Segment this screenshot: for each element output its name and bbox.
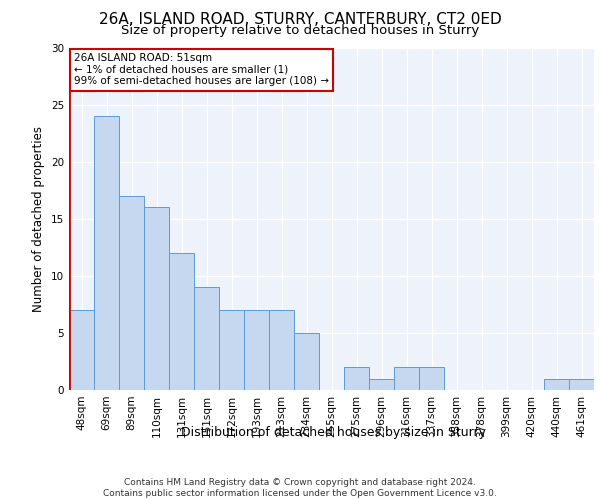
Text: 26A, ISLAND ROAD, STURRY, CANTERBURY, CT2 0ED: 26A, ISLAND ROAD, STURRY, CANTERBURY, CT… [98,12,502,26]
Bar [119,196,144,390]
Bar [94,116,119,390]
Bar [219,310,244,390]
Bar [394,367,419,390]
Bar [294,333,319,390]
Text: 26A ISLAND ROAD: 51sqm
← 1% of detached houses are smaller (1)
99% of semi-detac: 26A ISLAND ROAD: 51sqm ← 1% of detached … [74,53,329,86]
Bar [269,310,294,390]
Bar [69,310,94,390]
Bar [369,378,394,390]
Y-axis label: Number of detached properties: Number of detached properties [32,126,46,312]
Text: Size of property relative to detached houses in Sturry: Size of property relative to detached ho… [121,24,479,37]
Bar [544,378,569,390]
Bar [169,253,194,390]
Bar [144,208,169,390]
Bar [419,367,444,390]
Bar [194,287,219,390]
Bar [244,310,269,390]
Bar [344,367,369,390]
Text: Distribution of detached houses by size in Sturry: Distribution of detached houses by size … [181,426,485,439]
Bar [569,378,594,390]
Text: Contains HM Land Registry data © Crown copyright and database right 2024.
Contai: Contains HM Land Registry data © Crown c… [103,478,497,498]
